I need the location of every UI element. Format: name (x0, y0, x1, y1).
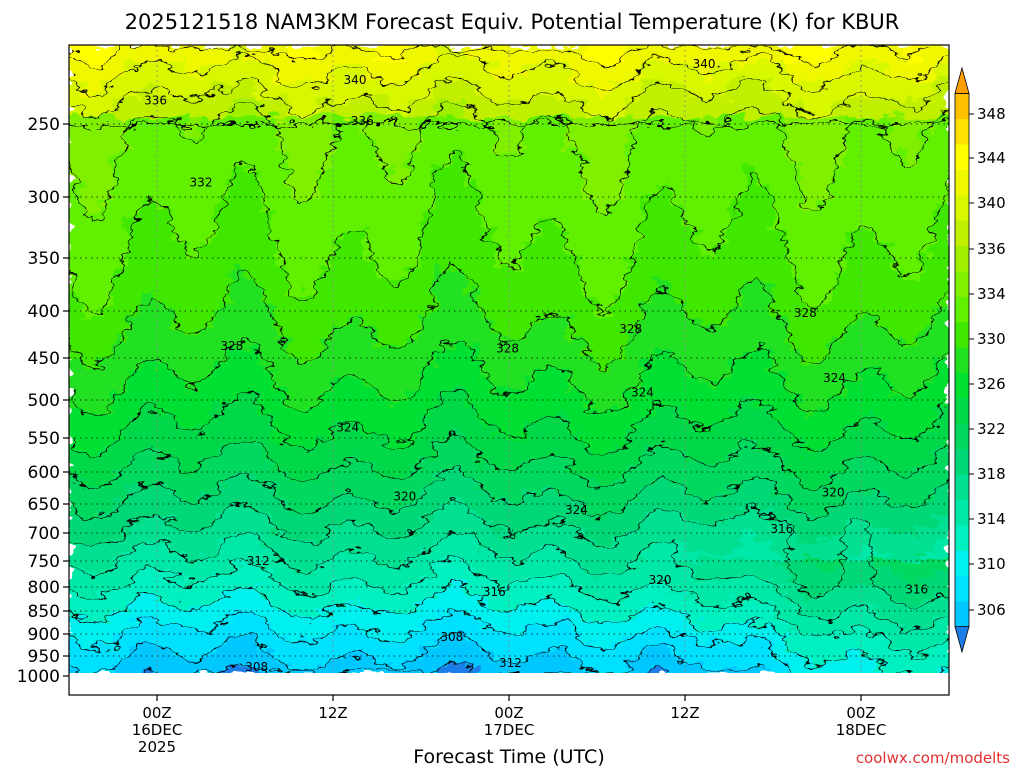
colorbar-swatch (955, 296, 969, 323)
x-tick-label: 12Z (318, 704, 347, 722)
y-tick-label: 800 (28, 578, 60, 598)
x-tick-label: 12Z (670, 704, 699, 722)
colorbar-swatch (955, 474, 969, 500)
y-tick-label: 500 (28, 391, 60, 411)
theta-e-field (69, 45, 949, 673)
colorbar-label: 314 (977, 510, 1006, 528)
colorbar-label: 310 (977, 555, 1006, 573)
plot-area: 340 340 336 336 332 328 328 328 328 324 324 324 324 3… (68, 44, 950, 696)
contour-label: 308 (245, 660, 268, 674)
x-tick-label: 00Z (142, 704, 171, 722)
y-tick-label: 1000 (17, 667, 60, 687)
contour-label: 324 (565, 503, 588, 517)
colorbar-label: 322 (977, 420, 1006, 438)
y-tick-label: 950 (28, 647, 60, 667)
y-tick-label: 750 (28, 552, 60, 572)
contour-label: 316 (483, 585, 506, 599)
contour-label: 308 (440, 630, 463, 644)
contour-label: 328 (619, 322, 642, 336)
y-tick-label: 450 (28, 349, 60, 369)
contour-label: 320 (649, 573, 672, 587)
colorbar-swatch (954, 626, 970, 654)
colorbar-label: 336 (977, 240, 1006, 258)
contour-label: 320 (393, 489, 416, 503)
contour-label: 336 (144, 93, 167, 107)
contour-labels: 340 340 336 336 332 328 328 328 328 324 324 324 324 3… (144, 57, 928, 674)
y-tick-label: 600 (28, 463, 60, 483)
chart-title: 2025121518 NAM3KM Forecast Equiv. Potent… (125, 10, 900, 34)
colorbar-swatch (955, 144, 969, 170)
contour-label: 328 (496, 342, 519, 356)
y-tick-label: 650 (28, 495, 60, 515)
contour-label: 332 (190, 175, 213, 189)
colorbar-swatch (955, 550, 969, 577)
y-tick-label: 900 (28, 625, 60, 645)
y-tick-label: 300 (28, 188, 60, 208)
contour-label: 324 (823, 371, 846, 385)
colorbar-label: 326 (977, 375, 1006, 393)
credit-text: coolwx.com/modelts (856, 749, 1010, 767)
colorbar-swatch (955, 93, 969, 120)
contour-label: 316 (905, 582, 928, 596)
colorbar-label: 334 (977, 285, 1006, 303)
colorbar-swatch (955, 601, 969, 627)
contour-lines (69, 45, 949, 673)
colorbar-swatch (955, 220, 969, 247)
colorbar-swatch (955, 398, 969, 424)
colorbar-swatch (955, 575, 969, 602)
contour-label: 340 (344, 73, 367, 87)
contour-label: 328 (220, 339, 243, 353)
colorbar-swatch (955, 118, 969, 145)
colorbar-swatch (955, 448, 969, 475)
colorbar-swatch (955, 271, 969, 297)
colorbar-swatch (955, 169, 969, 196)
y-tick-label: 550 (28, 429, 60, 449)
contour-label: 324 (336, 420, 359, 434)
colorbar-label: 318 (977, 465, 1006, 483)
x-tick-label: 17DEC (484, 721, 535, 739)
colorbar-label: 344 (977, 149, 1006, 167)
colorbar-swatch (955, 347, 969, 373)
colorbar-label: 330 (977, 330, 1006, 348)
x-tick-label: 16DEC (132, 721, 183, 739)
x-tick-label: 18DEC (836, 721, 887, 739)
x-axis-label: Forecast Time (UTC) (413, 746, 604, 768)
colorbar-label: 340 (977, 194, 1006, 212)
contour-label: 336 (351, 114, 374, 128)
x-tick-label: 00Z (846, 704, 875, 722)
contour-label: 340 (693, 57, 716, 71)
contour-label: 312 (247, 554, 270, 568)
y-tick-label: 350 (28, 249, 60, 269)
x-tick-label: 00Z (494, 704, 523, 722)
x-tick-label: 2025 (138, 738, 176, 756)
colorbar-swatch (955, 525, 969, 551)
colorbar: 348 344 340 336 334 330 326 322 318 314 310 306 (954, 66, 1006, 654)
y-tick-label: 250 (28, 115, 60, 135)
contour-label: 328 (794, 306, 817, 320)
grid-lines (69, 45, 949, 673)
y-tick-label: 400 (28, 302, 60, 322)
colorbar-swatch (955, 499, 969, 526)
colorbar-swatch (955, 423, 969, 450)
colorbar-label: 306 (977, 601, 1006, 619)
terrain-below-ground (69, 673, 949, 695)
contour-label: 316 (770, 522, 793, 536)
contour-label: 320 (822, 485, 845, 499)
colorbar-swatch (955, 372, 969, 399)
contour-label: 312 (499, 656, 522, 670)
y-axis: 250 300 350 400 450 500 550 600 650 700 750 800 850 9… (17, 115, 69, 687)
y-tick-label: 850 (28, 602, 60, 622)
contour-label: 324 (631, 385, 654, 399)
colorbar-swatch (955, 245, 969, 272)
colorbar-label: 348 (977, 105, 1006, 123)
colorbar-swatch (955, 321, 969, 348)
colorbar-swatch (954, 66, 970, 94)
y-tick-label: 700 (28, 524, 60, 544)
colorbar-swatch (955, 194, 969, 221)
